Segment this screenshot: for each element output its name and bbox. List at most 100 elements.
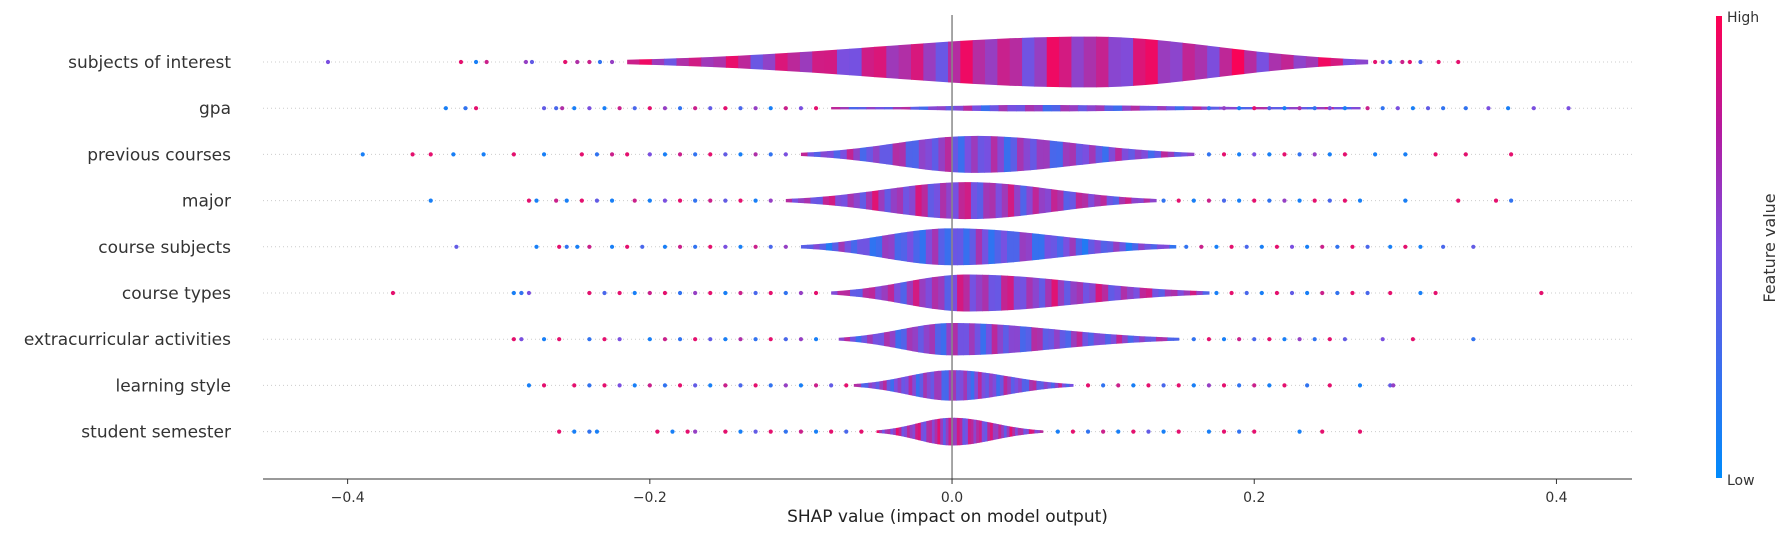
violin-segment [1029, 379, 1034, 392]
violin-segment [910, 106, 920, 110]
violin-segment [1065, 330, 1072, 349]
violin-segment [775, 52, 789, 72]
violin-segment [750, 54, 764, 70]
shap-point [587, 383, 592, 388]
violin-segment [969, 274, 977, 312]
shap-point [594, 198, 600, 203]
violin-segment [936, 106, 947, 111]
violin-segment [1152, 288, 1160, 298]
violin-segment [1046, 36, 1060, 88]
violin-segment [1017, 427, 1022, 436]
violin-segment [1105, 333, 1112, 345]
shap-point [1206, 337, 1212, 342]
shap-point [534, 244, 539, 249]
violin-segment [1167, 151, 1175, 158]
violin-segment [896, 186, 904, 215]
shap-point [1161, 429, 1166, 434]
shap-point [670, 429, 675, 434]
violin-segment [977, 182, 984, 219]
shap-point [768, 429, 773, 434]
shap-point [410, 152, 415, 157]
violin-segment [945, 370, 950, 401]
violin-segment [1088, 332, 1095, 346]
violin-segment [1045, 278, 1053, 308]
violin-segment [876, 430, 880, 434]
violin-segment [1020, 185, 1028, 216]
shap-point [1146, 383, 1151, 388]
violin-segment [1141, 149, 1149, 159]
shap-point [1433, 290, 1438, 296]
shap-point [1327, 383, 1332, 388]
shap-point [1221, 383, 1227, 388]
violin-segment [1088, 193, 1095, 208]
shap-point [1221, 429, 1227, 434]
violin-segment [762, 53, 776, 71]
violin-segment [1104, 105, 1114, 112]
violin-segment [964, 182, 972, 220]
violin-segment [1012, 426, 1016, 437]
shap-point [1282, 106, 1287, 111]
x-tick-label: 0.2 [1243, 490, 1265, 506]
violin-segment [857, 238, 864, 255]
violin-segment [963, 228, 971, 266]
shap-point [662, 337, 668, 342]
violin-segment [853, 192, 861, 209]
shap-point [693, 198, 698, 203]
violin-segment [889, 330, 896, 349]
violin-segment [888, 233, 896, 260]
violin-segment [1014, 184, 1021, 217]
shap-point [693, 106, 698, 111]
violin-segment [827, 150, 835, 159]
violin-segment [948, 417, 952, 446]
violin-segment [833, 150, 841, 159]
violin-segment [861, 383, 866, 388]
violin-segment [883, 380, 888, 391]
shap-point [753, 152, 758, 157]
shap-point [579, 198, 584, 203]
violin-segment [1119, 242, 1127, 252]
shap-point [451, 152, 456, 157]
shap-point [798, 383, 804, 388]
violin-segment [1351, 107, 1361, 110]
violin-segment [798, 197, 805, 204]
violin-segment [919, 229, 927, 264]
shap-point [1176, 429, 1181, 434]
shap-point [1357, 198, 1363, 203]
shap-point [1252, 198, 1257, 203]
violin-segment [867, 334, 874, 345]
feature-label: gpa [199, 99, 231, 119]
violin-segment [963, 370, 968, 401]
shap-point [1373, 59, 1378, 65]
violin-segment [925, 138, 933, 171]
violin-segment [894, 282, 902, 304]
violin-segment [996, 374, 1001, 397]
shap-point [1395, 106, 1400, 111]
violin-segment [1100, 195, 1108, 207]
violin-segment [1187, 152, 1195, 157]
shap-point [1191, 383, 1196, 388]
violin-segment [900, 231, 908, 262]
shap-point [1070, 429, 1076, 434]
shap-point [798, 429, 804, 434]
shap-point [1237, 429, 1242, 434]
violin-segment [1081, 238, 1089, 255]
shap-point [708, 337, 713, 342]
violin-segment [1139, 287, 1147, 299]
shap-point [1391, 383, 1396, 388]
shap-point [526, 383, 532, 388]
violin-segment [1133, 287, 1141, 299]
violin-segment [898, 426, 903, 437]
shap-point [738, 244, 743, 249]
shap-point [617, 290, 622, 296]
feature-row: course types [122, 274, 1632, 312]
shap-point [708, 106, 713, 111]
violin-segment [944, 136, 953, 173]
violin-segment [935, 323, 942, 355]
shap-point [1342, 337, 1348, 342]
x-tick-label: −0.4 [331, 490, 365, 506]
violin-segment [952, 370, 957, 401]
violin-segment [957, 323, 964, 356]
shap-point [1493, 198, 1499, 203]
violin-segment [812, 50, 826, 74]
violin-segment [1056, 235, 1064, 258]
